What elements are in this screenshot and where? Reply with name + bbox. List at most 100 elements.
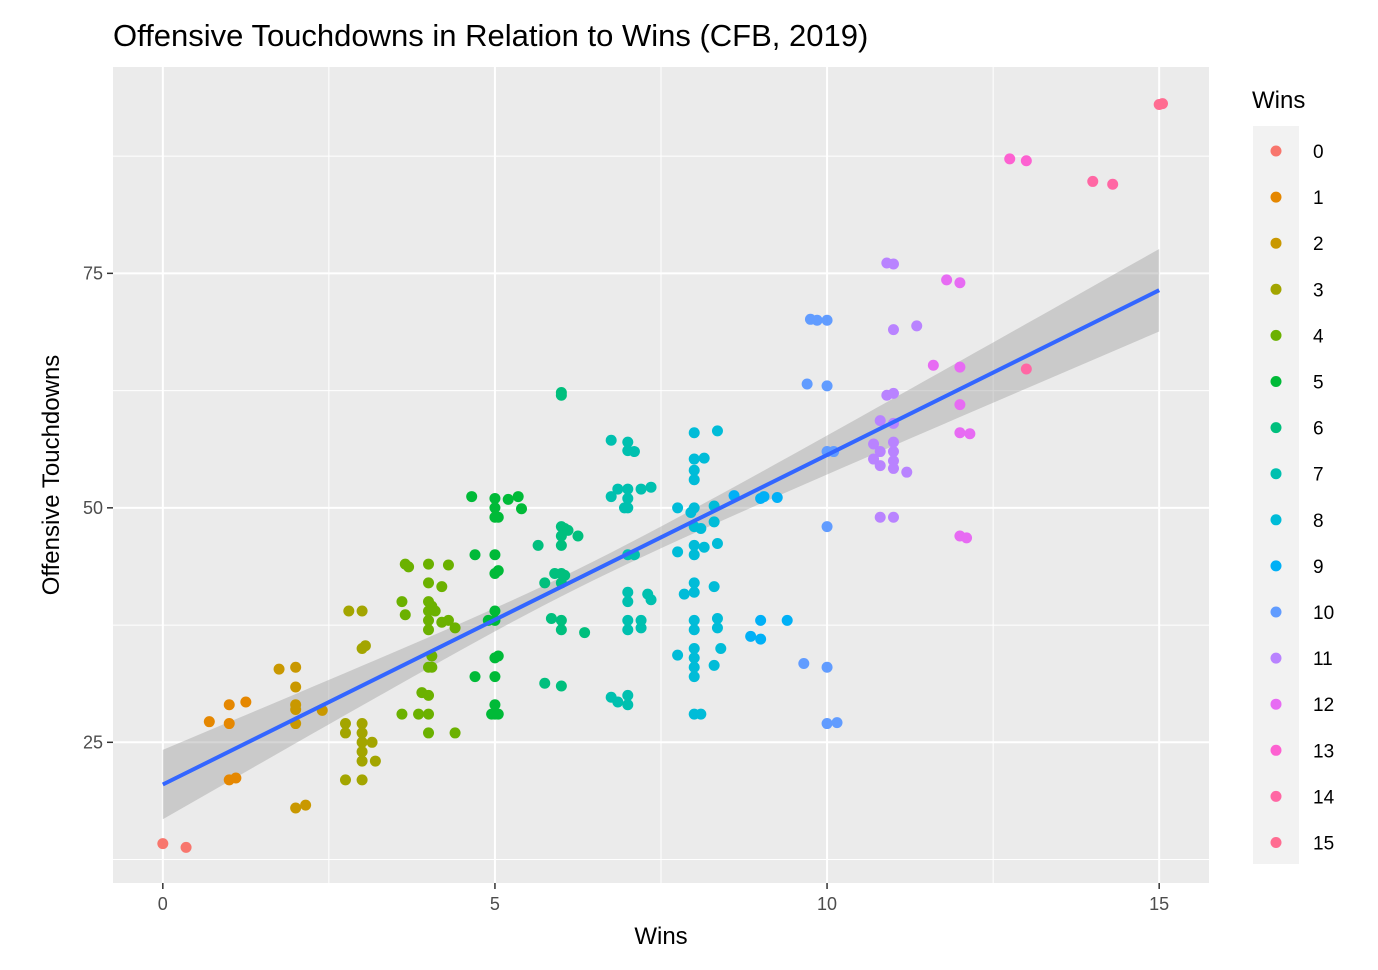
legend-key <box>1270 376 1282 387</box>
data-point <box>678 588 690 600</box>
data-point <box>469 549 481 561</box>
data-point <box>413 708 425 720</box>
data-point <box>887 324 899 336</box>
data-point <box>695 708 707 720</box>
data-point <box>798 658 810 670</box>
legend-key <box>1270 560 1282 572</box>
data-point <box>469 671 481 683</box>
data-point <box>954 361 966 373</box>
data-point <box>874 460 886 472</box>
data-point <box>695 522 707 534</box>
data-point <box>605 491 617 503</box>
confidence-band-layer <box>162 248 1160 820</box>
data-point <box>672 649 684 661</box>
data-point <box>874 511 886 523</box>
data-point <box>688 474 700 486</box>
data-point <box>688 453 700 465</box>
data-point <box>423 614 435 626</box>
data-point <box>688 643 700 655</box>
data-point <box>555 614 567 626</box>
data-point <box>572 530 584 542</box>
data-point <box>356 718 368 730</box>
data-point <box>758 491 770 503</box>
data-point <box>466 491 478 503</box>
data-point <box>489 699 501 711</box>
data-point <box>356 727 368 739</box>
data-point <box>605 434 617 446</box>
data-point <box>230 772 242 784</box>
legend-label: 4 <box>1313 326 1324 347</box>
data-point <box>874 446 886 458</box>
data-point <box>1107 178 1119 190</box>
data-point <box>489 502 501 514</box>
confidence-band <box>162 248 1160 820</box>
legend-key <box>1270 145 1282 157</box>
data-point <box>887 511 899 523</box>
data-point <box>685 507 697 519</box>
data-point <box>489 492 501 504</box>
x-tick-label: 15 <box>1149 894 1169 914</box>
data-point <box>369 755 381 767</box>
data-point <box>831 717 843 729</box>
data-point <box>688 549 700 561</box>
data-point <box>290 681 302 693</box>
data-point <box>423 558 435 570</box>
chart-title: Offensive Touchdowns in Relation to Wins… <box>113 18 868 53</box>
data-point <box>442 559 454 571</box>
x-tick-label: 10 <box>817 894 837 914</box>
data-point <box>449 622 461 634</box>
legend-label: 2 <box>1313 234 1324 255</box>
data-point <box>911 320 923 332</box>
legend-label: 11 <box>1313 649 1333 670</box>
data-point <box>801 378 813 390</box>
data-point <box>887 462 899 474</box>
data-point <box>821 521 833 533</box>
legend-key <box>1270 790 1282 802</box>
data-point <box>339 727 351 739</box>
data-point <box>555 624 567 636</box>
legend-key <box>1270 837 1282 848</box>
data-point <box>688 652 700 664</box>
data-point <box>516 503 528 515</box>
data-point <box>811 314 823 326</box>
data-point <box>711 537 723 549</box>
x-axis-title: Wins <box>634 923 687 950</box>
data-point <box>512 491 524 503</box>
data-point <box>240 696 252 708</box>
legend-key <box>1270 652 1282 664</box>
data-point <box>203 716 215 728</box>
data-point <box>1020 363 1032 375</box>
data-point <box>821 380 833 392</box>
data-point <box>622 596 634 608</box>
data-point <box>698 452 710 464</box>
data-point <box>555 530 567 542</box>
data-point <box>635 622 647 634</box>
data-point <box>645 481 657 493</box>
data-point <box>622 689 634 701</box>
y-axis-title: Offensive Touchdowns <box>38 355 65 596</box>
data-point <box>622 436 634 448</box>
data-point <box>672 502 684 514</box>
data-point <box>954 399 966 411</box>
data-point <box>927 359 939 371</box>
data-point <box>755 633 767 645</box>
data-point <box>711 425 723 437</box>
data-point <box>426 661 438 673</box>
data-point <box>887 436 899 448</box>
data-point <box>622 502 634 514</box>
data-point <box>223 699 235 711</box>
data-point <box>901 466 913 478</box>
data-point <box>1087 175 1099 187</box>
data-point <box>964 428 976 440</box>
legend-key <box>1270 422 1282 434</box>
data-point <box>356 746 368 758</box>
legend-label: 10 <box>1313 603 1334 624</box>
data-point <box>423 624 435 636</box>
data-point <box>539 677 551 689</box>
data-point <box>396 708 408 720</box>
data-point <box>489 549 501 561</box>
data-point <box>489 671 501 683</box>
data-point <box>688 539 700 551</box>
data-point <box>492 511 504 523</box>
